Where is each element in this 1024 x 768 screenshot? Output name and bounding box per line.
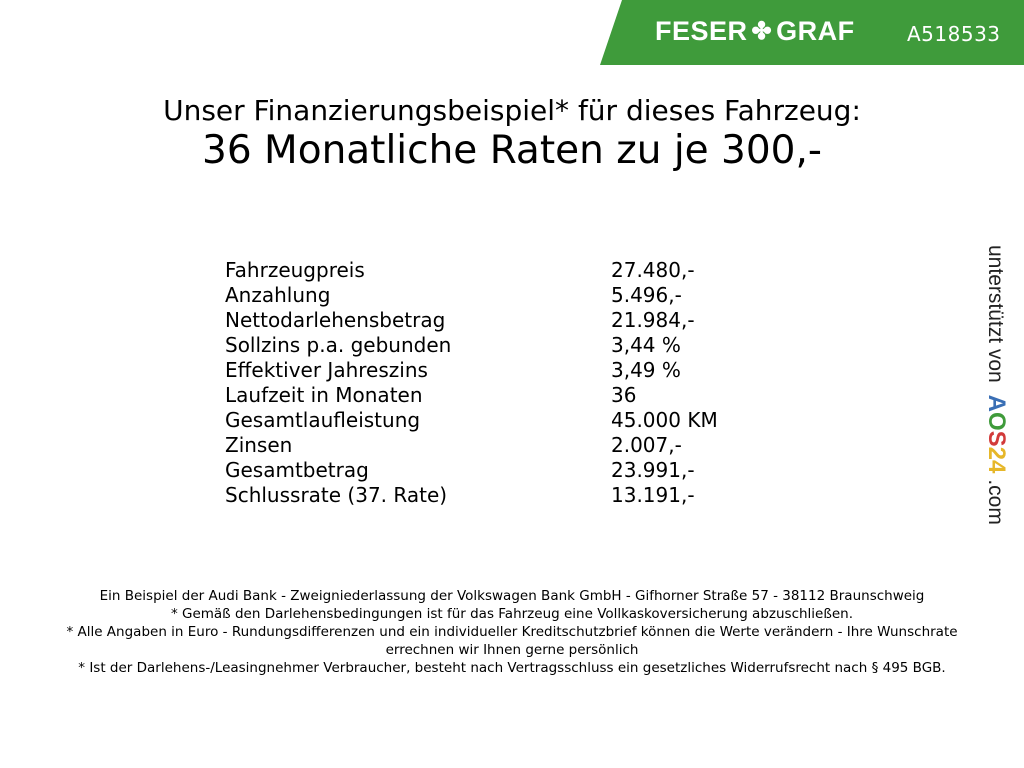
logo-suffix: .com — [984, 479, 1007, 525]
row-label: Anzahlung — [225, 283, 331, 307]
row-value: 5.496,- — [611, 283, 682, 307]
title-line-1: Unser Finanzierungsbeispiel* für dieses … — [163, 94, 861, 127]
row-value: 3,44 % — [611, 333, 681, 357]
row-value: 2.007,- — [611, 433, 682, 457]
row-value: 21.984,- — [611, 308, 695, 332]
brand-name-2: GRAF — [776, 16, 855, 46]
header-banner — [600, 0, 1024, 65]
supported-by-label: unterstützt von — [984, 245, 1007, 383]
table-row: Gesamtlaufleistung 45.000 KM — [225, 408, 745, 433]
row-value: 27.480,- — [611, 258, 695, 282]
row-value: 3,49 % — [611, 358, 681, 382]
logo-letter: A — [983, 394, 1010, 412]
logo-letter: 4 — [983, 459, 1010, 474]
row-label: Effektiver Jahreszins — [225, 358, 428, 382]
row-value: 36 — [611, 383, 637, 407]
table-row: Sollzins p.a. gebunden 3,44 % — [225, 333, 745, 358]
brand-name-1: FESER — [655, 16, 748, 46]
clover-icon: ✤ — [751, 17, 773, 45]
row-label: Gesamtbetrag — [225, 458, 369, 482]
row-label: Sollzins p.a. gebunden — [225, 333, 452, 357]
table-row: Laufzeit in Monaten 36 — [225, 383, 745, 408]
table-row: Anzahlung 5.496,- — [225, 283, 745, 308]
footer-notes: Ein Beispiel der Audi Bank - Zweignieder… — [52, 587, 972, 677]
table-row: Schlussrate (37. Rate) 13.191,- — [225, 483, 745, 508]
logo-letter: S — [983, 430, 1010, 447]
row-label: Nettodarlehensbetrag — [225, 308, 446, 332]
table-row: Zinsen 2.007,- — [225, 433, 745, 458]
footer-note: * Ist der Darlehens-/Leasingnehmer Verbr… — [78, 660, 946, 676]
aos24-logo: AOS24 — [983, 395, 1010, 474]
row-label: Fahrzeugpreis — [225, 258, 365, 282]
row-value: 45.000 KM — [611, 408, 718, 432]
footer-note: * Alle Angaben in Euro - Rundungsdiffere… — [66, 624, 958, 658]
row-label: Laufzeit in Monaten — [225, 383, 423, 407]
row-label: Zinsen — [225, 433, 293, 457]
brand-logo: FESER ✤ GRAF — [655, 16, 855, 47]
row-value: 13.191,- — [611, 483, 695, 507]
vehicle-code: A518533 — [907, 22, 1001, 46]
table-row: Gesamtbetrag 23.991,- — [225, 458, 745, 483]
logo-letter: 2 — [983, 446, 1010, 460]
table-row: Effektiver Jahreszins 3,49 % — [225, 358, 745, 383]
logo-letter: O — [983, 411, 1010, 431]
footer-note: * Gemäß den Darlehensbedingungen ist für… — [170, 606, 854, 622]
supported-by: unterstützt von AOS24 .com — [982, 245, 1010, 525]
finance-table: Fahrzeugpreis 27.480,- Anzahlung 5.496,- Net… — [225, 258, 745, 508]
table-row: Fahrzeugpreis 27.480,- — [225, 258, 745, 283]
footer-note: Ein Beispiel der Audi Bank - Zweignieder… — [99, 588, 925, 604]
row-label: Gesamtlaufleistung — [225, 408, 421, 432]
row-value: 23.991,- — [611, 458, 695, 482]
row-label: Schlussrate (37. Rate) — [225, 483, 448, 507]
title-line-2: 36 Monatliche Raten zu je 300,- — [202, 128, 822, 173]
table-row: Nettodarlehensbetrag 21.984,- — [225, 308, 745, 333]
